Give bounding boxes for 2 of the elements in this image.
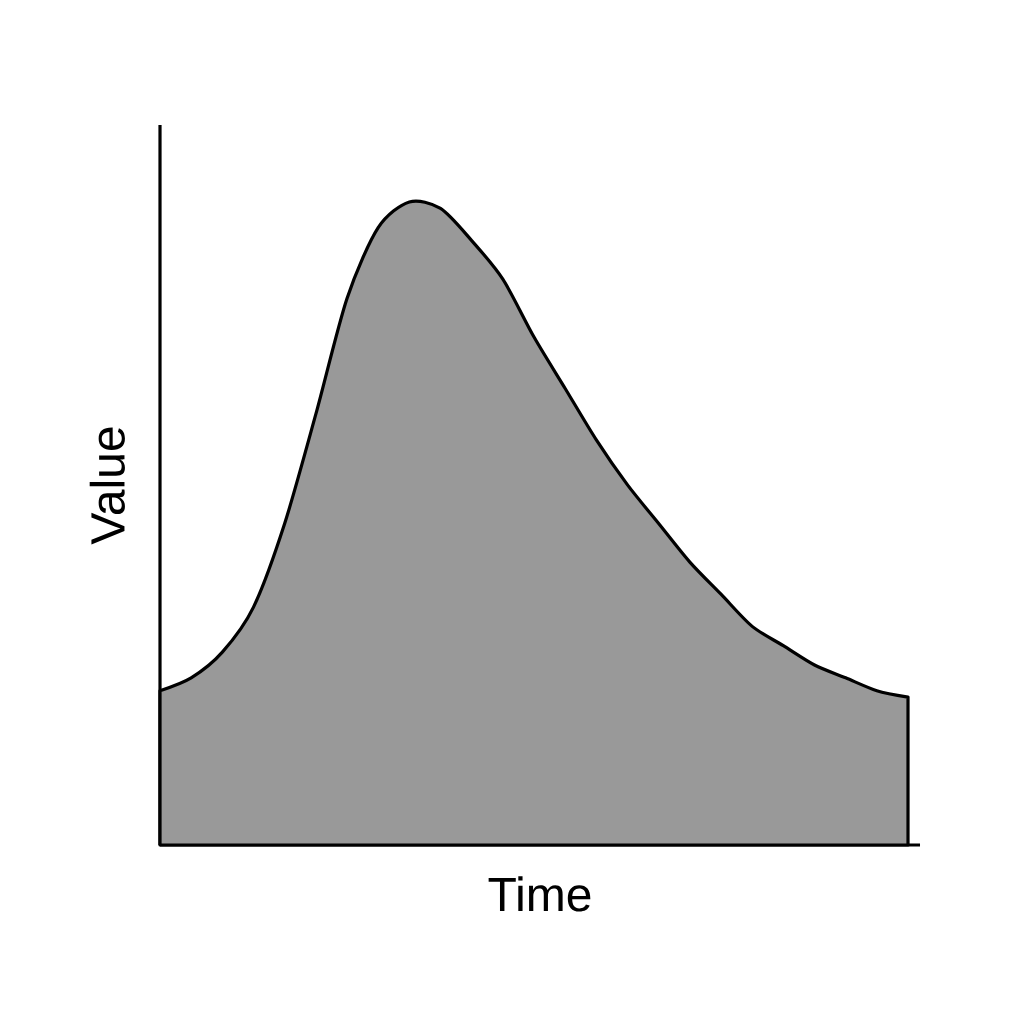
- y-axis-title: Value: [89, 427, 125, 545]
- x-axis-title: Time: [488, 876, 591, 912]
